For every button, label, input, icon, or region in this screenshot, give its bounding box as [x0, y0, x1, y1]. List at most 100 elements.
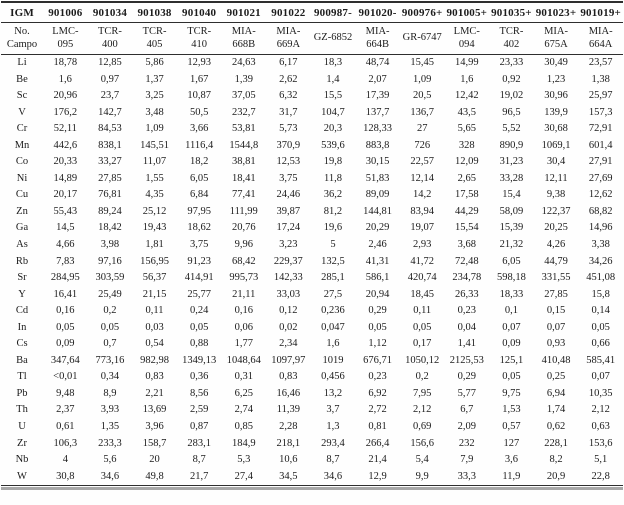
- value-cell: 153,6: [588, 437, 613, 449]
- element-label: As: [16, 239, 28, 251]
- value-cell: 30,49: [544, 57, 568, 68]
- value-cell: 1,37: [145, 73, 164, 85]
- value-cell: 0,24: [189, 305, 209, 317]
- value-cell: 184,9: [231, 437, 256, 449]
- table-row: Li 18,78 12,85 5,86 12,93 24,63 6,17 18,3 48,74 1…: [1, 55, 623, 72]
- value-cell: 7,83: [56, 255, 75, 267]
- element-label: Zn: [16, 205, 28, 217]
- value-cell: 14,89: [53, 172, 78, 184]
- element-label: Cr: [16, 123, 28, 135]
- value-cell: 283,1: [187, 437, 211, 449]
- value-cell: 0,047: [321, 321, 345, 333]
- value-cell: 12,9: [355, 468, 400, 487]
- value-cell: 20,3: [323, 123, 343, 135]
- value-cell: 52,11: [53, 123, 77, 135]
- value-cell: 6,05: [502, 255, 521, 267]
- value-cell: 2,34: [279, 338, 298, 350]
- value-cell: 0,97: [100, 73, 120, 85]
- value-cell: 20,96: [53, 90, 78, 102]
- value-cell: 0,57: [502, 421, 521, 433]
- value-cell: 15,8: [591, 288, 610, 300]
- element-label: V: [18, 106, 26, 118]
- value-cell: 4,66: [56, 239, 75, 251]
- value-cell: 3,66: [189, 123, 209, 135]
- value-cell: 233,3: [98, 437, 122, 449]
- value-cell: 347,64: [50, 354, 80, 366]
- value-cell: 0,456: [321, 371, 345, 383]
- table-row: Cu 20,17 76,81 4,35 6,84 77,41 24,46 36,2 89,09 1…: [1, 187, 623, 204]
- value-cell: 25,49: [98, 288, 122, 300]
- value-cell: 20: [149, 454, 160, 466]
- value-cell: 10,35: [588, 387, 613, 399]
- element-label: U: [18, 421, 26, 433]
- value-cell: 20,17: [53, 189, 78, 201]
- value-cell: 1,6: [460, 73, 474, 85]
- value-cell: 0,29: [457, 371, 476, 383]
- table-row: U 0,61 1,35 3,96 0,87 0,85 2,28 1,3 0,81 0,69 2,09…: [1, 419, 623, 436]
- value-cell: 18,62: [187, 222, 211, 234]
- value-cell: 3,98: [100, 239, 120, 251]
- value-cell: 414,91: [184, 272, 214, 284]
- value-cell: 31,7: [279, 106, 298, 118]
- value-cell: 44,79: [544, 255, 568, 267]
- value-cell: 15,45: [410, 57, 434, 68]
- value-cell: 39,87: [276, 205, 301, 217]
- value-cell: 97,95: [187, 205, 211, 217]
- value-cell: 995,73: [229, 272, 259, 284]
- value-cell: 2,46: [368, 239, 387, 251]
- table-row: Cs 0,09 0,7 0,54 0,88 1,77 2,34 1,6 1,12 0,17 1,41…: [1, 336, 623, 353]
- value-cell: 1,35: [100, 421, 120, 433]
- value-cell: 1,39: [234, 73, 253, 85]
- value-cell: 19,6: [323, 222, 343, 234]
- value-cell: 5,65: [457, 123, 476, 135]
- table-header: IGM 901006 901034 901038 901040 901021 901022 9…: [1, 2, 623, 55]
- value-cell: 218,1: [276, 437, 301, 449]
- value-cell: 6,92: [368, 387, 387, 399]
- value-cell: 4,26: [546, 239, 566, 251]
- value-cell: 1,74: [546, 404, 566, 416]
- value-cell: 0,23: [368, 371, 387, 383]
- header-campo-cell: LMC- 094: [444, 22, 490, 55]
- header-igm-cell: 901038: [132, 2, 177, 23]
- value-cell: 328: [458, 139, 475, 151]
- value-cell: 8,9: [103, 387, 117, 399]
- table-row: Zn 55,43 89,24 25,12 97,95 111,99 39,87 81,2 144…: [1, 204, 623, 221]
- value-cell: 0,05: [189, 321, 209, 333]
- value-cell: 27,85: [544, 288, 568, 300]
- value-cell: 3,7: [326, 404, 340, 416]
- value-cell: 33,3: [444, 468, 490, 487]
- value-cell: 0,02: [279, 321, 298, 333]
- value-cell: 14,2: [413, 189, 432, 201]
- header-campo-cell: TCR- 405: [132, 22, 177, 55]
- value-cell: 72,91: [588, 123, 613, 135]
- table-body: Li 18,78 12,85 5,86 12,93 24,63 6,17 18,3 48,74 1…: [1, 55, 623, 487]
- value-cell: 8,7: [192, 454, 206, 466]
- value-cell: 0,83: [145, 371, 164, 383]
- value-cell: 15,5: [323, 90, 343, 102]
- table-row: Ba 347,64 773,16 982,98 1349,13 1048,64 1097,9…: [1, 353, 623, 370]
- value-cell: 6,7: [460, 404, 474, 416]
- header-igm-cell: 901021: [221, 2, 267, 23]
- value-cell: 33,28: [499, 172, 524, 184]
- value-cell: 30,15: [365, 156, 390, 168]
- value-cell: 0,1: [504, 305, 518, 317]
- header-igm-cell: 900987-: [310, 2, 356, 23]
- value-cell: 106,3: [53, 437, 78, 449]
- value-cell: 1050,12: [405, 354, 440, 366]
- table-row: As 4,66 3,98 1,81 3,75 9,96 3,23 5 2,46 2,93 3,68 2…: [1, 237, 623, 254]
- value-cell: 16,41: [53, 288, 78, 300]
- value-cell: 0,09: [56, 338, 75, 350]
- value-cell: 21,11: [232, 288, 256, 300]
- value-cell: 84,53: [98, 123, 122, 135]
- value-cell: 37,05: [231, 90, 256, 102]
- value-cell: 24,46: [276, 189, 301, 201]
- value-cell: 0,11: [413, 305, 432, 317]
- value-cell: 27,4: [221, 468, 267, 487]
- value-cell: 0,66: [591, 338, 610, 350]
- value-cell: 27,5: [323, 288, 343, 300]
- value-cell: 111,99: [229, 205, 258, 217]
- value-cell: 18,45: [410, 288, 434, 300]
- value-cell: 232,7: [231, 106, 256, 118]
- value-cell: 3,96: [145, 421, 164, 433]
- value-cell: 0,17: [413, 338, 432, 350]
